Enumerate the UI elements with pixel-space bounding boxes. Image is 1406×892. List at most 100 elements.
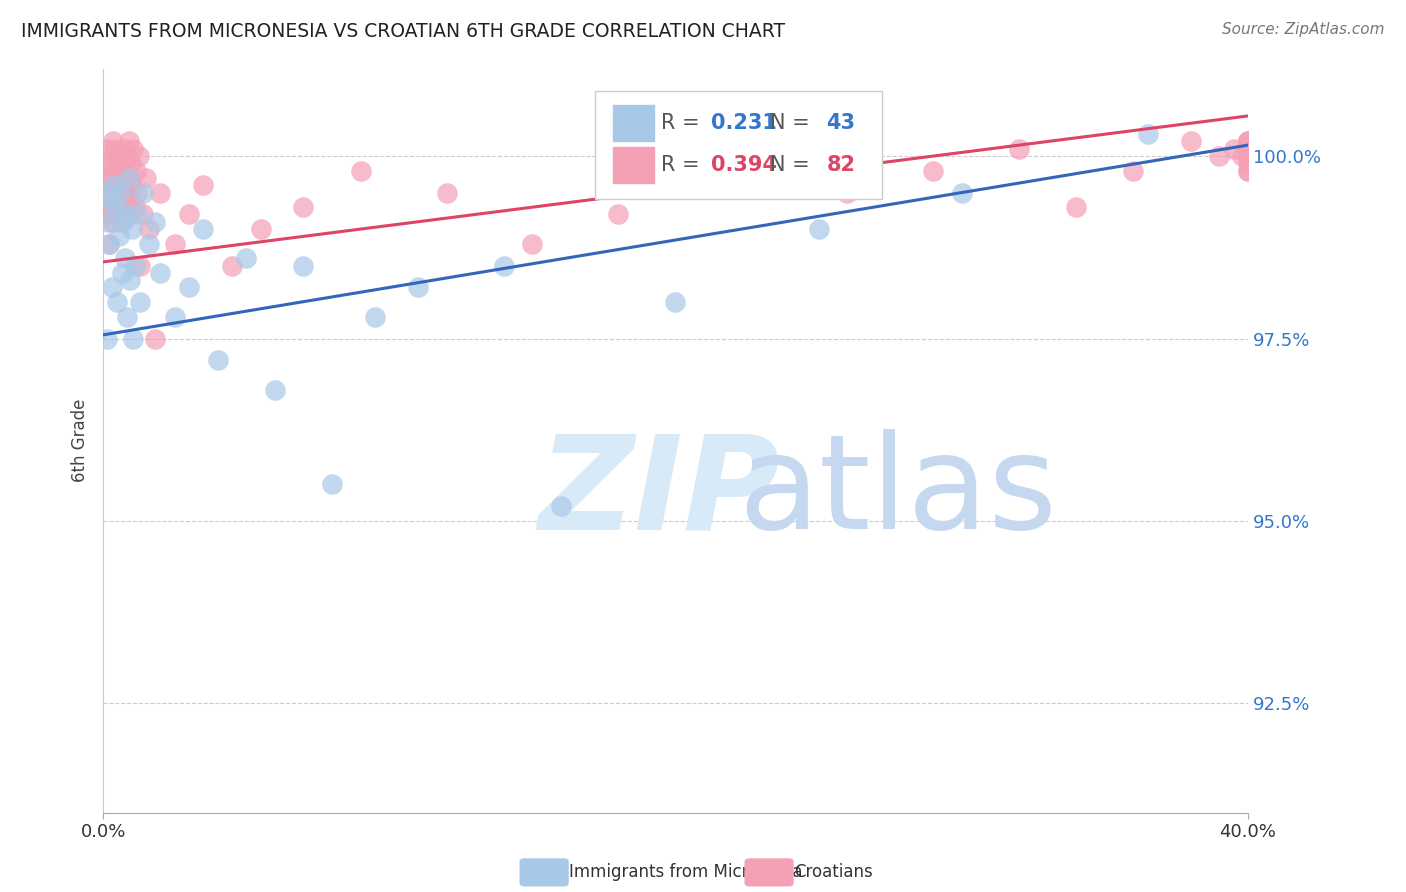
Point xyxy=(98,156,121,170)
Point xyxy=(94,186,117,200)
Point xyxy=(100,215,122,229)
Point xyxy=(1237,149,1260,163)
Y-axis label: 6th Grade: 6th Grade xyxy=(72,399,89,483)
Point xyxy=(550,500,572,514)
Point xyxy=(235,252,257,266)
Point xyxy=(118,171,141,186)
Point xyxy=(103,178,125,193)
Point xyxy=(124,259,146,273)
Point xyxy=(107,295,129,310)
Point xyxy=(120,273,142,287)
Point xyxy=(110,163,132,178)
Point xyxy=(207,353,229,368)
FancyBboxPatch shape xyxy=(613,105,654,141)
Text: IMMIGRANTS FROM MICRONESIA VS CROATIAN 6TH GRADE CORRELATION CHART: IMMIGRANTS FROM MICRONESIA VS CROATIAN 6… xyxy=(21,22,785,41)
Point xyxy=(128,149,150,163)
Point xyxy=(406,280,429,294)
Point xyxy=(292,259,315,273)
Point xyxy=(1237,135,1260,149)
Point xyxy=(118,171,141,186)
Point xyxy=(1237,135,1260,149)
Point xyxy=(163,236,186,251)
Point xyxy=(129,259,152,273)
Point xyxy=(321,477,343,491)
Point xyxy=(807,222,830,236)
Point xyxy=(1237,149,1260,163)
Point xyxy=(1237,142,1260,156)
Point xyxy=(1208,149,1230,163)
Point xyxy=(98,236,121,251)
Point xyxy=(117,149,139,163)
Point xyxy=(124,200,146,214)
Point xyxy=(1064,200,1087,214)
Text: N =: N = xyxy=(770,155,817,176)
Point xyxy=(1122,163,1144,178)
Point xyxy=(111,215,134,229)
Point xyxy=(922,163,945,178)
Point xyxy=(177,280,200,294)
Point xyxy=(149,266,172,280)
Point xyxy=(1237,149,1260,163)
Point xyxy=(1237,149,1260,163)
Point xyxy=(436,186,458,200)
Point xyxy=(101,178,124,193)
Point xyxy=(98,193,121,207)
Point xyxy=(120,156,142,170)
Text: atlas: atlas xyxy=(738,429,1057,557)
Point xyxy=(115,186,138,200)
Point xyxy=(135,171,157,186)
Text: Immigrants from Micronesia: Immigrants from Micronesia xyxy=(569,863,803,881)
Point xyxy=(138,236,160,251)
Text: R =: R = xyxy=(661,155,706,176)
Point xyxy=(112,178,135,193)
Text: 82: 82 xyxy=(827,155,856,176)
Text: Croatians: Croatians xyxy=(794,863,873,881)
Point xyxy=(103,200,125,214)
Point xyxy=(1180,135,1202,149)
Point xyxy=(143,215,166,229)
Point xyxy=(107,171,129,186)
Text: N =: N = xyxy=(770,113,817,133)
Point xyxy=(114,200,136,214)
Point xyxy=(96,142,118,156)
Point xyxy=(110,193,132,207)
Point xyxy=(950,186,973,200)
Text: R =: R = xyxy=(661,113,706,133)
Point xyxy=(193,178,215,193)
Point xyxy=(1237,142,1260,156)
Point xyxy=(110,186,132,200)
Point xyxy=(114,252,136,266)
Point xyxy=(664,171,686,186)
Point xyxy=(749,149,772,163)
Point xyxy=(149,186,172,200)
Point xyxy=(118,135,141,149)
Point xyxy=(101,280,124,294)
Point xyxy=(1237,142,1260,156)
Point xyxy=(127,186,149,200)
Text: 0.394: 0.394 xyxy=(711,155,778,176)
Point xyxy=(115,207,138,221)
Point xyxy=(607,207,630,221)
Point xyxy=(292,200,315,214)
Point xyxy=(1008,142,1031,156)
Point xyxy=(1237,163,1260,178)
Point xyxy=(96,200,118,214)
Point xyxy=(105,186,128,200)
Point xyxy=(132,186,155,200)
Point xyxy=(125,163,148,178)
Point xyxy=(193,222,215,236)
Point xyxy=(114,163,136,178)
Point xyxy=(249,222,271,236)
Point xyxy=(94,186,117,200)
FancyBboxPatch shape xyxy=(595,91,882,199)
Point xyxy=(108,149,131,163)
Point xyxy=(97,236,120,251)
Point xyxy=(138,222,160,236)
FancyBboxPatch shape xyxy=(613,147,654,183)
Point xyxy=(112,142,135,156)
Point xyxy=(121,178,143,193)
Point xyxy=(100,193,122,207)
Point xyxy=(1136,127,1159,141)
Point xyxy=(263,383,285,397)
Point xyxy=(522,236,544,251)
